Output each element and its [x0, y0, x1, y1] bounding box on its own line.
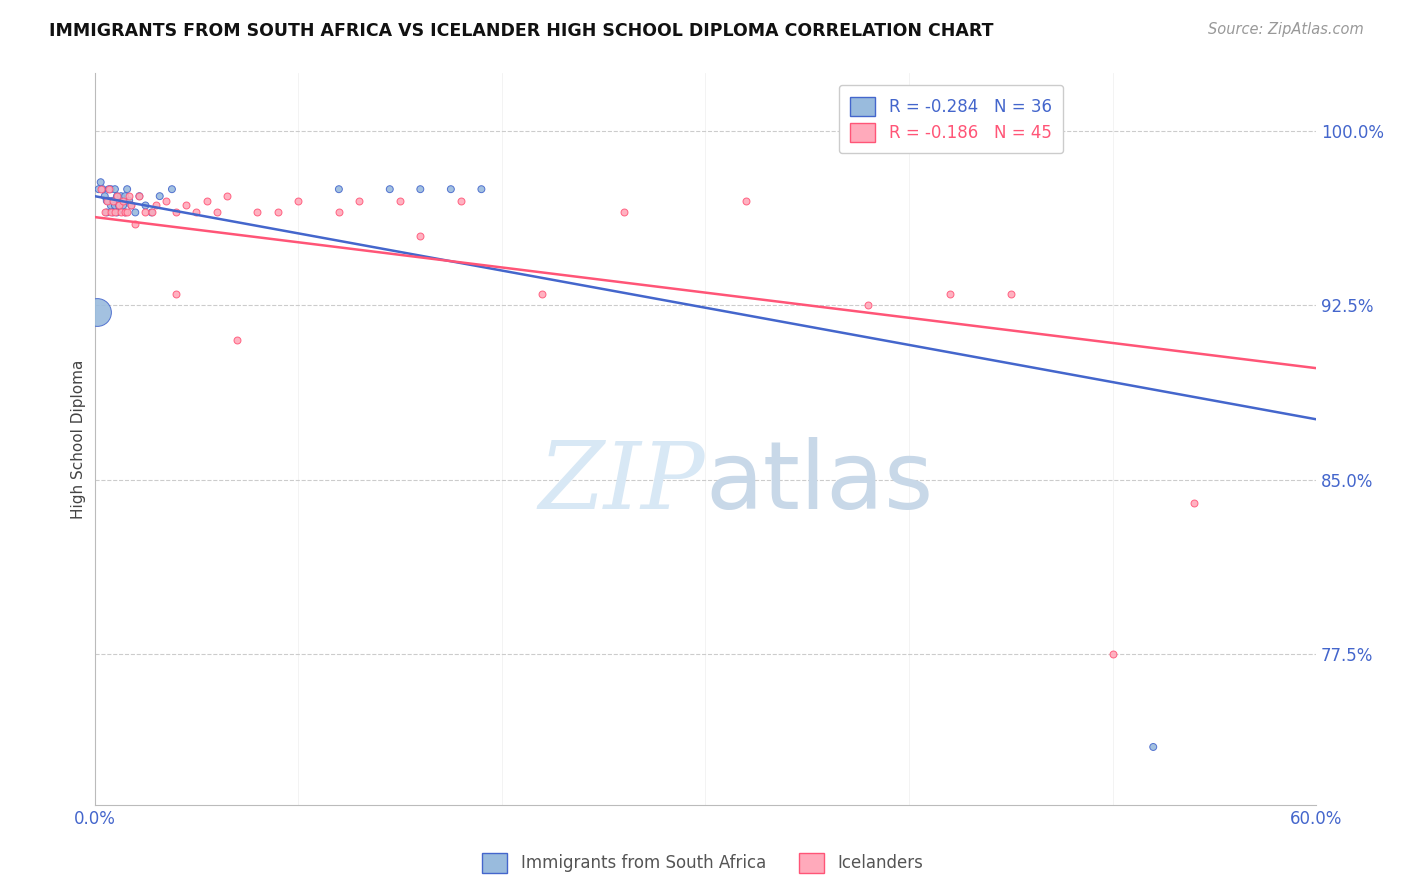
Point — [101, 194, 124, 208]
Point — [120, 198, 142, 212]
Point — [1101, 647, 1123, 661]
Text: atlas: atlas — [706, 437, 934, 529]
Point — [96, 194, 118, 208]
Point — [124, 217, 146, 231]
Point — [409, 228, 432, 243]
Point — [86, 305, 108, 319]
Point — [112, 194, 135, 208]
Point — [328, 205, 350, 219]
Point — [114, 205, 136, 219]
Point — [155, 194, 177, 208]
Point — [531, 286, 554, 301]
Legend: Immigrants from South Africa, Icelanders: Immigrants from South Africa, Icelanders — [475, 847, 931, 880]
Point — [97, 182, 120, 196]
Point — [90, 182, 112, 196]
Point — [440, 182, 463, 196]
Point — [120, 198, 142, 212]
Point — [134, 198, 156, 212]
Point — [215, 189, 238, 203]
Point — [112, 198, 135, 212]
Point — [94, 205, 117, 219]
Point — [105, 189, 128, 203]
Point — [165, 286, 187, 301]
Point — [174, 198, 197, 212]
Point — [858, 298, 880, 312]
Text: IMMIGRANTS FROM SOUTH AFRICA VS ICELANDER HIGH SCHOOL DIPLOMA CORRELATION CHART: IMMIGRANTS FROM SOUTH AFRICA VS ICELANDE… — [49, 22, 994, 40]
Point — [145, 198, 167, 212]
Point — [1000, 286, 1022, 301]
Point — [104, 198, 127, 212]
Point — [141, 205, 163, 219]
Point — [96, 194, 118, 208]
Point — [128, 189, 150, 203]
Point — [450, 194, 472, 208]
Point — [388, 194, 411, 208]
Point — [110, 205, 132, 219]
Point — [409, 182, 432, 196]
Point — [114, 205, 136, 219]
Text: ZIP: ZIP — [538, 438, 706, 528]
Point — [104, 182, 127, 196]
Point — [108, 198, 131, 212]
Point — [1182, 496, 1205, 510]
Point — [115, 205, 138, 219]
Point — [104, 205, 127, 219]
Point — [226, 333, 249, 347]
Point — [287, 194, 309, 208]
Point — [470, 182, 492, 196]
Point — [97, 194, 120, 208]
Point — [110, 189, 132, 203]
Point — [94, 189, 117, 203]
Point — [100, 182, 122, 196]
Point — [378, 182, 401, 196]
Point — [91, 182, 114, 196]
Point — [195, 194, 218, 208]
Legend: R = -0.284   N = 36, R = -0.186   N = 45: R = -0.284 N = 36, R = -0.186 N = 45 — [839, 85, 1063, 153]
Point — [267, 205, 290, 219]
Point — [118, 194, 141, 208]
Point — [100, 198, 122, 212]
Point — [87, 182, 110, 196]
Point — [101, 205, 124, 219]
Point — [246, 205, 269, 219]
Point — [97, 182, 120, 196]
Point — [165, 205, 187, 219]
Y-axis label: High School Diploma: High School Diploma — [72, 359, 86, 519]
Point — [349, 194, 371, 208]
Point — [735, 194, 758, 208]
Point — [105, 205, 128, 219]
Point — [613, 205, 636, 219]
Point — [115, 182, 138, 196]
Point — [108, 198, 131, 212]
Point — [90, 175, 112, 189]
Point — [141, 205, 163, 219]
Point — [160, 182, 183, 196]
Point — [149, 189, 172, 203]
Point — [1142, 739, 1164, 754]
Point — [938, 286, 960, 301]
Point — [186, 205, 208, 219]
Point — [114, 189, 136, 203]
Point — [118, 189, 141, 203]
Point — [128, 189, 150, 203]
Point — [101, 194, 124, 208]
Point — [105, 189, 128, 203]
Text: Source: ZipAtlas.com: Source: ZipAtlas.com — [1208, 22, 1364, 37]
Point — [134, 205, 156, 219]
Point — [205, 205, 228, 219]
Point — [124, 205, 146, 219]
Point — [100, 205, 122, 219]
Point — [328, 182, 350, 196]
Point — [96, 205, 118, 219]
